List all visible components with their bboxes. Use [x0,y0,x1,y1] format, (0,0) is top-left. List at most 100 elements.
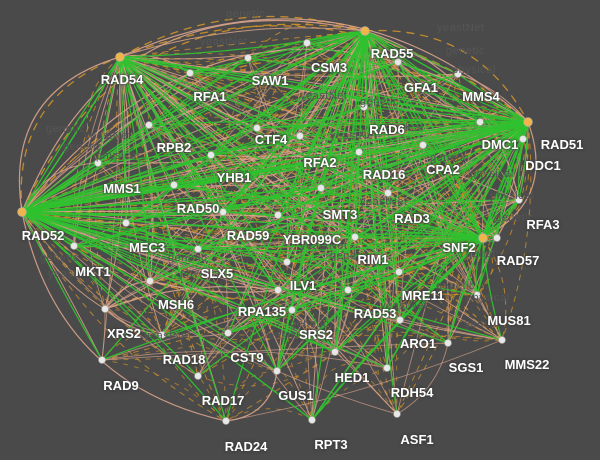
node-label[interactable]: RFA3 [526,217,560,232]
node-label[interactable]: RAD6 [369,122,405,137]
graph-node[interactable] [454,70,462,78]
graph-node[interactable] [98,356,106,364]
graph-node[interactable] [146,277,154,285]
node-label[interactable]: CPA2 [426,162,460,177]
graph-node[interactable] [394,58,402,66]
node-label[interactable]: RAD17 [201,393,245,408]
graph-node[interactable] [101,305,109,313]
node-label[interactable]: DMC1 [481,137,519,152]
node-label[interactable]: RIM1 [357,252,389,267]
node-label[interactable]: SRS2 [299,327,333,342]
graph-node[interactable] [296,132,304,140]
node-label[interactable]: SLX5 [200,266,234,281]
node-label[interactable]: YBR099C [282,232,342,247]
graph-node[interactable] [396,316,404,324]
node-label[interactable]: MRE11 [401,288,445,303]
node-label[interactable]: RPA135 [237,304,287,319]
graph-node[interactable] [351,233,359,241]
node-label[interactable]: MSH6 [157,297,195,312]
graph-node[interactable] [244,54,252,62]
graph-node[interactable] [122,219,130,227]
node-label[interactable]: RAD59 [226,228,270,243]
graph-node[interactable] [360,103,368,111]
node-label[interactable]: XRS2 [107,326,141,341]
node-label[interactable]: RAD50 [176,201,220,216]
node-label[interactable]: SAW1 [251,73,289,88]
graph-node[interactable] [303,39,311,47]
graph-node[interactable] [473,291,481,299]
node-label[interactable]: YHB1 [216,170,252,185]
graph-node[interactable] [253,124,261,132]
node-label[interactable]: CSM3 [310,60,348,75]
graph-node[interactable] [224,329,232,337]
graph-node[interactable] [94,159,102,167]
graph-node[interactable] [170,181,178,189]
graph-node[interactable] [115,52,125,62]
node-label[interactable]: RPB2 [156,140,192,155]
graph-node[interactable] [478,233,488,243]
graph-node[interactable] [476,118,484,126]
node-label[interactable]: CTF4 [254,132,288,147]
graph-node[interactable] [219,208,227,216]
node-label[interactable]: SNF2 [442,240,476,255]
graph-node[interactable] [17,207,27,217]
node-label[interactable]: RPT3 [314,437,348,452]
node-label[interactable]: RAD55 [370,46,414,61]
graph-node[interactable] [395,268,403,276]
node-label[interactable]: GUS1 [278,388,314,403]
graph-node[interactable] [515,196,523,204]
graph-node[interactable] [523,117,533,127]
graph-node[interactable] [355,148,363,156]
graph-node[interactable] [70,242,78,250]
graph-node[interactable] [274,211,282,219]
graph-node[interactable] [498,336,506,344]
graph-node[interactable] [273,367,281,375]
node-label[interactable]: MUS81 [487,313,531,328]
node-label[interactable]: HED1 [334,370,370,385]
node-label[interactable]: ARO1 [399,336,437,351]
graph-node[interactable] [317,184,325,192]
node-label[interactable]: ASF1 [400,432,434,447]
node-label[interactable]: CST9 [230,350,264,365]
graph-node[interactable] [207,151,215,159]
node-label[interactable]: RFA1 [193,89,227,104]
graph-node[interactable] [283,258,291,266]
graph-node[interactable] [383,364,391,372]
graph-node[interactable] [393,410,401,418]
node-label[interactable]: RDH54 [390,385,434,400]
graph-node[interactable] [194,245,202,253]
node-label[interactable]: RAD9 [103,378,139,393]
node-label[interactable]: DDC1 [525,158,561,173]
graph-node[interactable] [158,331,166,339]
node-label[interactable]: RAD3 [394,211,430,226]
node-label[interactable]: RAD24 [224,439,268,454]
graph-node[interactable] [419,141,427,149]
graph-node[interactable] [308,416,316,424]
graph-node[interactable] [222,417,230,425]
node-label[interactable]: RFA2 [303,155,337,170]
node-label[interactable]: MMS22 [504,357,550,372]
graph-node[interactable] [186,69,194,77]
node-label[interactable]: RAD16 [362,167,406,182]
graph-node[interactable] [194,372,202,380]
node-label[interactable]: RAD53 [353,306,397,321]
node-label[interactable]: SMT3 [322,207,358,222]
graph-node[interactable] [493,234,501,242]
node-label[interactable]: RAD54 [100,72,144,87]
graph-node[interactable] [331,348,339,356]
graph-node[interactable] [519,135,527,143]
graph-node[interactable] [444,339,452,347]
graph-node[interactable] [288,306,296,314]
node-label[interactable]: MEC3 [128,240,166,255]
node-label[interactable]: MMS1 [103,181,141,196]
node-label[interactable]: MKT1 [75,264,111,279]
node-label[interactable]: GFA1 [404,80,438,95]
node-label[interactable]: RAD51 [540,137,584,152]
node-label[interactable]: MMS4 [462,89,500,104]
graph-node[interactable] [274,286,282,294]
graph-node[interactable] [145,121,153,129]
node-label[interactable]: SGS1 [448,360,484,375]
node-label[interactable]: ILV1 [289,278,317,293]
node-label[interactable]: RAD57 [496,253,540,268]
